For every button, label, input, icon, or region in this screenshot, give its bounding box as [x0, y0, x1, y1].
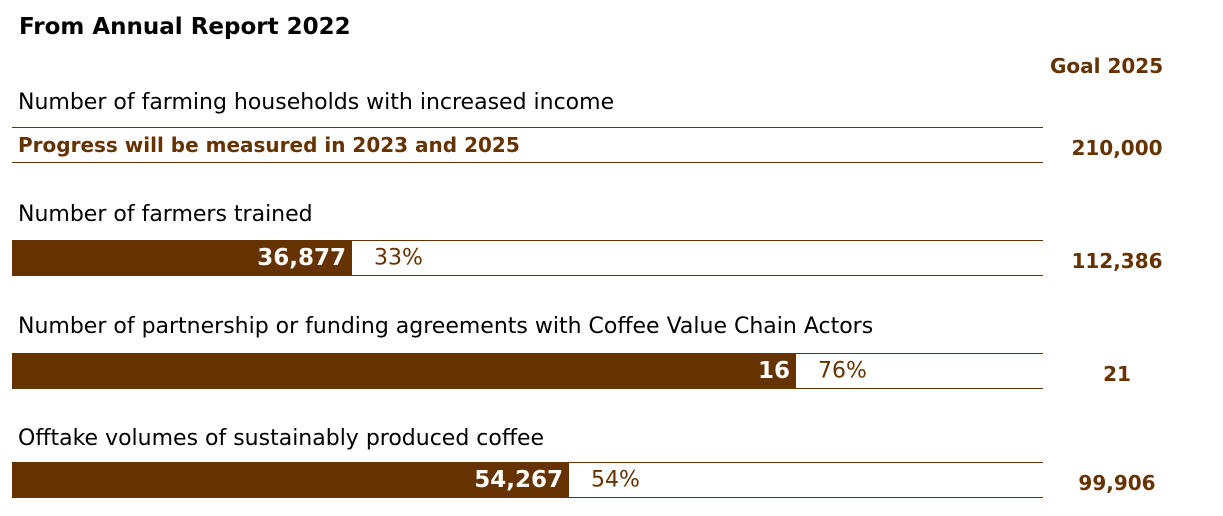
goal-value-farmers-trained: 112,386 [1071, 249, 1163, 273]
goal-value-households: 210,000 [1071, 136, 1163, 160]
percent-label-offtake-volumes: 54% [591, 467, 640, 493]
row-label-offtake-volumes: Offtake volumes of sustainably produced … [18, 426, 545, 451]
progress-bar-partnerships: 16 [12, 353, 796, 389]
progress-note: Progress will be measured in 2023 and 20… [18, 133, 520, 157]
progress-track-offtake-volumes: 54,267 54% [12, 462, 1043, 498]
percent-label-partnerships: 76% [818, 358, 867, 384]
progress-bar-offtake-volumes: 54,267 [12, 462, 569, 498]
progress-track-partnerships: 16 76% [12, 353, 1043, 389]
progress-track-households: Progress will be measured in 2023 and 20… [12, 127, 1043, 163]
row-label-farmers-trained: Number of farmers trained [18, 202, 313, 227]
percent-label-farmers-trained: 33% [374, 245, 423, 271]
goal-column-header: Goal 2025 [1050, 54, 1164, 78]
bar-value-offtake-volumes: 54,267 [474, 467, 563, 493]
chart-title: From Annual Report 2022 [19, 14, 351, 40]
goal-value-offtake-volumes: 99,906 [1078, 471, 1156, 495]
bar-value-partnerships: 16 [757, 358, 790, 384]
row-label-partnerships: Number of partnership or funding agreeme… [18, 314, 874, 339]
row-label-households: Number of farming households with increa… [18, 90, 615, 115]
progress-track-farmers-trained: 36,877 33% [12, 240, 1043, 276]
progress-bar-farmers-trained: 36,877 [12, 240, 352, 276]
bar-value-farmers-trained: 36,877 [257, 245, 346, 271]
goal-value-partnerships: 21 [1103, 362, 1131, 386]
